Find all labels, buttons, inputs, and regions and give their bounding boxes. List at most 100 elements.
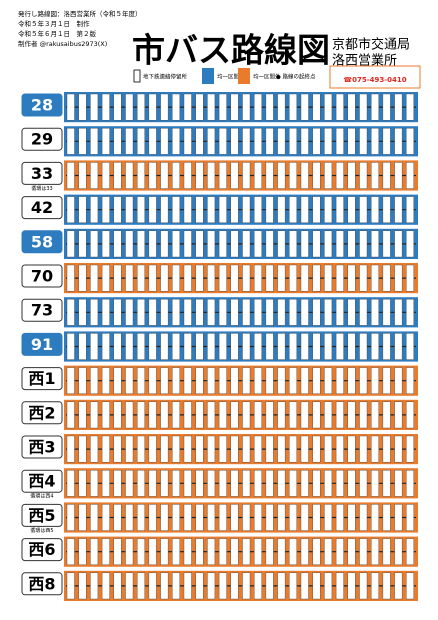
office: 洛西営業所 (332, 53, 397, 69)
stop-box (242, 333, 251, 360)
stop-box (359, 401, 368, 429)
route-label: 西1 (28, 369, 55, 388)
route-label-box (21, 367, 63, 391)
stop-box (160, 538, 169, 565)
stop-box (218, 127, 227, 155)
stop-box (136, 538, 145, 565)
stop-box (172, 196, 181, 224)
stop-box (300, 127, 309, 155)
stop-box (78, 162, 87, 189)
stop-box (78, 367, 87, 395)
stop-box (382, 127, 391, 155)
stop-box (253, 435, 262, 463)
stop-box (347, 367, 356, 395)
route-label-box (21, 503, 63, 527)
stop-box (300, 572, 309, 600)
stop-box (160, 162, 169, 189)
stop-box (324, 264, 333, 292)
org: 京都市交通局 (332, 37, 410, 53)
stop-box (113, 127, 122, 155)
stop-box (265, 504, 274, 531)
stop-box (359, 127, 368, 155)
stop-box (183, 572, 192, 600)
stop-box (347, 470, 356, 497)
stop-box (78, 264, 87, 292)
stop-box (300, 538, 309, 565)
stop-box (218, 93, 227, 121)
stop-box (335, 230, 344, 258)
stop-box (66, 196, 75, 224)
stop-box (230, 93, 239, 121)
stop-box (371, 299, 379, 326)
stop-box (113, 435, 122, 463)
route-label: 西4 (28, 472, 55, 491)
stop-box (382, 401, 391, 429)
stop-box (312, 299, 321, 326)
stop-box (195, 127, 204, 155)
stop-box (113, 504, 122, 531)
stop-box (242, 435, 251, 463)
stop-box (406, 264, 414, 292)
info-line: 令和５年６月１日 第２版 (18, 29, 97, 38)
route-label: 33 (31, 164, 53, 183)
stop-box (312, 435, 321, 463)
stop-box (136, 196, 145, 224)
stop-box (335, 196, 344, 224)
stop-box (265, 299, 274, 326)
route-label-box (21, 332, 63, 356)
stop-box (359, 333, 368, 360)
stop-box (218, 162, 227, 189)
stop-box (113, 162, 122, 189)
stop-box (300, 230, 309, 258)
stop-box (183, 196, 192, 224)
stop-box (230, 435, 239, 463)
stop-box (90, 401, 99, 429)
stop-box (242, 93, 251, 121)
info-line: 令和５年３月１日 制作 (18, 19, 90, 28)
stop-box (312, 196, 321, 224)
stop-box (406, 127, 414, 155)
stop-box (90, 470, 99, 497)
stop-box (382, 367, 391, 395)
stop-box (195, 93, 204, 121)
stop-box (289, 538, 297, 565)
stop-box (66, 572, 75, 600)
stop-box (218, 401, 227, 429)
stop-box (136, 93, 145, 121)
stop-box (371, 572, 379, 600)
stop-box (218, 435, 227, 463)
stop-box (136, 264, 145, 292)
stop-box (90, 299, 99, 326)
stop-box (218, 538, 227, 565)
stop-box (172, 299, 181, 326)
stop-box (148, 572, 157, 600)
stop-box (101, 367, 110, 395)
stop-box (172, 538, 181, 565)
stop-box (406, 367, 414, 395)
stop-box (136, 162, 145, 189)
stop-box (113, 299, 122, 326)
stop-box (78, 470, 87, 497)
stop-box (160, 127, 169, 155)
stop-box (207, 127, 216, 155)
stop-box (113, 538, 122, 565)
stop-box (218, 333, 227, 360)
stop-box (66, 504, 75, 531)
stop-box (183, 127, 192, 155)
stop-box (335, 264, 344, 292)
stop-box (148, 93, 157, 121)
stop-box (195, 162, 204, 189)
stop-box (265, 367, 274, 395)
stop-box (300, 162, 309, 189)
stop-box (300, 470, 309, 497)
stop-box (382, 572, 391, 600)
stop-box (90, 162, 99, 189)
stop-box (125, 299, 134, 326)
stop-box (101, 504, 110, 531)
stop-box (406, 470, 414, 497)
stop-box (382, 333, 391, 360)
stop-box (312, 162, 321, 189)
stop-box (324, 162, 333, 189)
stop-box (101, 230, 110, 258)
